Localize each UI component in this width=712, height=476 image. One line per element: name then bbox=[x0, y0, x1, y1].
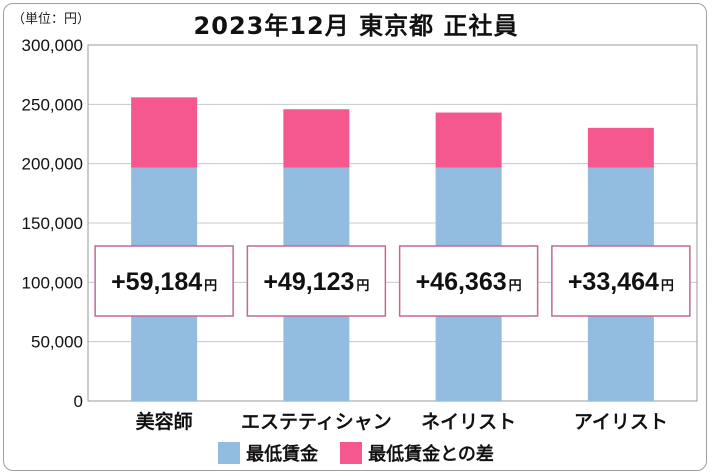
diff-label-box bbox=[94, 245, 234, 317]
diff-label-unit: 円 bbox=[661, 279, 674, 294]
diff-label-box bbox=[551, 245, 691, 317]
y-tick-label: 0 bbox=[74, 392, 83, 411]
legend-swatch-base bbox=[218, 442, 241, 464]
bar-diff bbox=[131, 97, 198, 168]
diff-label-value: +33,464 bbox=[568, 268, 659, 296]
diff-label-unit: 円 bbox=[356, 279, 369, 294]
diff-label-value: +46,363 bbox=[416, 268, 507, 296]
diff-label-box bbox=[398, 245, 539, 317]
x-tick-label: ネイリスト bbox=[421, 411, 516, 433]
x-tick-label: エステティシャン bbox=[241, 411, 392, 433]
x-tick-label: アイリスト bbox=[574, 411, 668, 433]
y-tick-label: 100,000 bbox=[22, 273, 83, 292]
legend-swatch-diff bbox=[340, 442, 363, 464]
diff-label-value: +49,123 bbox=[263, 268, 354, 296]
unit-label: （単位：円） bbox=[12, 12, 91, 27]
diff-label-unit: 円 bbox=[509, 279, 522, 294]
y-tick-label: 50,000 bbox=[31, 333, 83, 352]
legend-label-base: 最低賃金 bbox=[246, 444, 319, 465]
y-tick-label: 300,000 bbox=[22, 36, 83, 55]
y-tick-label: 150,000 bbox=[22, 214, 83, 233]
diff-label-unit: 円 bbox=[204, 279, 217, 294]
chart-title: 2023年12月 東京都 正社員 bbox=[193, 12, 519, 40]
legend-label-diff: 最低賃金との差 bbox=[368, 444, 494, 465]
plot-area bbox=[87, 44, 698, 402]
diff-label-value: +59,184 bbox=[111, 268, 202, 296]
legend-item-diff: 最低賃金との差 bbox=[340, 440, 494, 466]
bar-diff bbox=[587, 127, 654, 168]
bar-diff bbox=[283, 109, 350, 168]
diff-label-box bbox=[246, 245, 387, 317]
bar-diff bbox=[435, 112, 502, 168]
legend: 最低賃金 最低賃金との差 bbox=[0, 440, 712, 466]
x-tick-label: 美容師 bbox=[136, 410, 193, 433]
legend-item-base: 最低賃金 bbox=[218, 440, 318, 466]
y-tick-label: 200,000 bbox=[22, 155, 83, 174]
y-tick-label: 250,000 bbox=[22, 95, 83, 114]
